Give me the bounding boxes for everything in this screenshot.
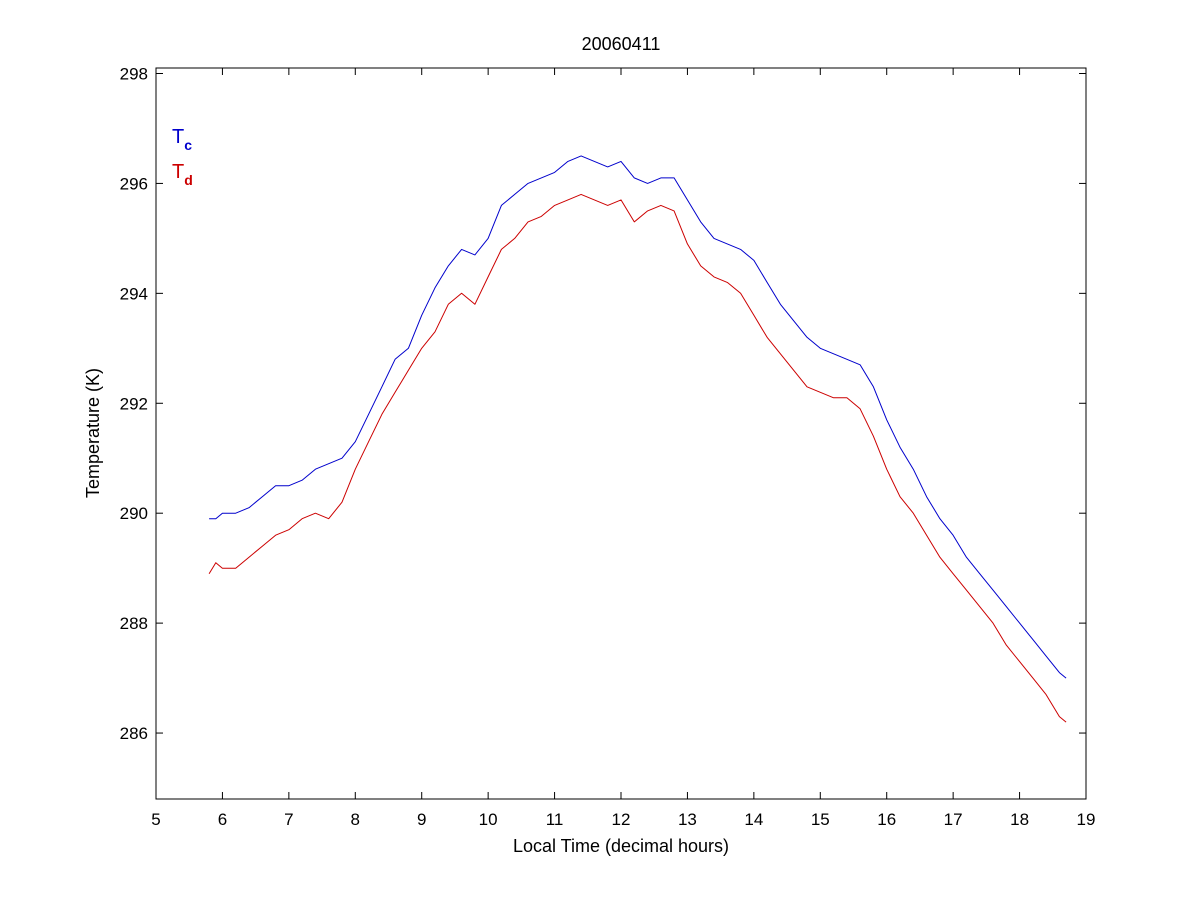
- x-tick-label: 18: [1010, 810, 1029, 829]
- x-tick-label: 9: [417, 810, 426, 829]
- x-tick-label: 6: [218, 810, 227, 829]
- x-axis-title: Local Time (decimal hours): [513, 836, 729, 856]
- legend-entry: Td: [172, 161, 193, 188]
- series-line-1: [208, 193, 1067, 723]
- x-axis: 5 6 7 8 9 10 11 12 13 14 15 16 17 18 19: [151, 68, 1095, 829]
- legend-label: T: [172, 161, 184, 183]
- x-tick-label: 16: [877, 810, 896, 829]
- x-tick-label: 8: [351, 810, 360, 829]
- plot-frame: [155, 67, 1087, 800]
- x-tick-label: 12: [612, 810, 631, 829]
- x-tick-label: 15: [811, 810, 830, 829]
- y-tick-label: 294: [120, 284, 148, 303]
- x-tick-label: 10: [479, 810, 498, 829]
- y-axis-title: Temperature (K): [83, 368, 103, 498]
- series-lines: [208, 155, 1067, 723]
- y-tick-label: 286: [120, 724, 148, 743]
- x-tick-label: 13: [678, 810, 697, 829]
- x-tick-label: 14: [744, 810, 763, 829]
- legend-subscript: d: [184, 172, 193, 188]
- chart-title: 20060411: [582, 34, 661, 54]
- legend-label: T: [172, 126, 184, 148]
- y-tick-label: 298: [120, 64, 148, 83]
- x-tick-label: 19: [1077, 810, 1096, 829]
- legend-subscript: c: [184, 137, 192, 153]
- x-tick-label: 5: [151, 810, 160, 829]
- legend-entry: Tc: [172, 126, 192, 153]
- y-tick-label: 296: [120, 174, 148, 193]
- y-tick-label: 288: [120, 614, 148, 633]
- x-tick-label: 11: [546, 810, 564, 829]
- x-tick-label: 17: [944, 810, 963, 829]
- y-axis: 286 288 290 292 294 296 298: [120, 64, 1086, 743]
- series-line-0: [209, 155, 1067, 679]
- y-tick-label: 292: [120, 394, 148, 413]
- y-tick-label: 290: [120, 504, 148, 523]
- x-tick-label: 7: [284, 810, 293, 829]
